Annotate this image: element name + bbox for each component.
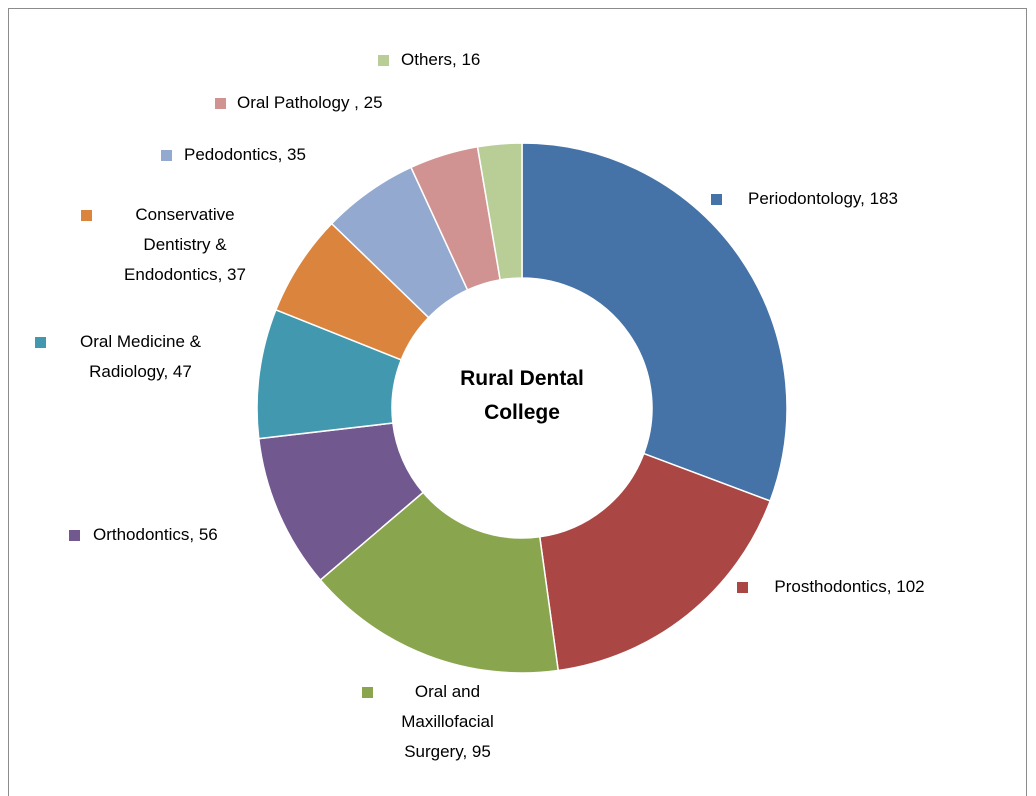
donut-slice [319,491,560,674]
legend-key [378,55,389,66]
donut-slice [476,142,523,281]
data-label: Others, 16 [401,50,481,69]
data-label: Oral Pathology , 25 [237,93,383,112]
chart-frame [8,8,1027,796]
legend-key [81,210,92,221]
data-label: Pedodontics, 35 [184,145,306,164]
donut-slice [538,452,772,672]
legend-key [737,582,748,593]
chart-title: Rural Dental College [460,367,584,424]
data-label: Oral and Maxillofacial Surgery, 95 [401,682,494,761]
data-label: Conservative Dentistry & Endodontics, 37 [124,205,246,284]
legend-key [362,687,373,698]
donut-slice [521,142,788,502]
data-label: Oral Medicine & Radiology, 47 [80,332,201,381]
data-label: Orthodontics, 56 [93,525,218,544]
legend-key [69,530,80,541]
legend-key [161,150,172,161]
legend-key [711,194,722,205]
data-label: Periodontology, 183 [748,189,898,208]
data-label: Prosthodontics, 102 [774,577,925,596]
legend-key [215,98,226,109]
legend-key [35,337,46,348]
